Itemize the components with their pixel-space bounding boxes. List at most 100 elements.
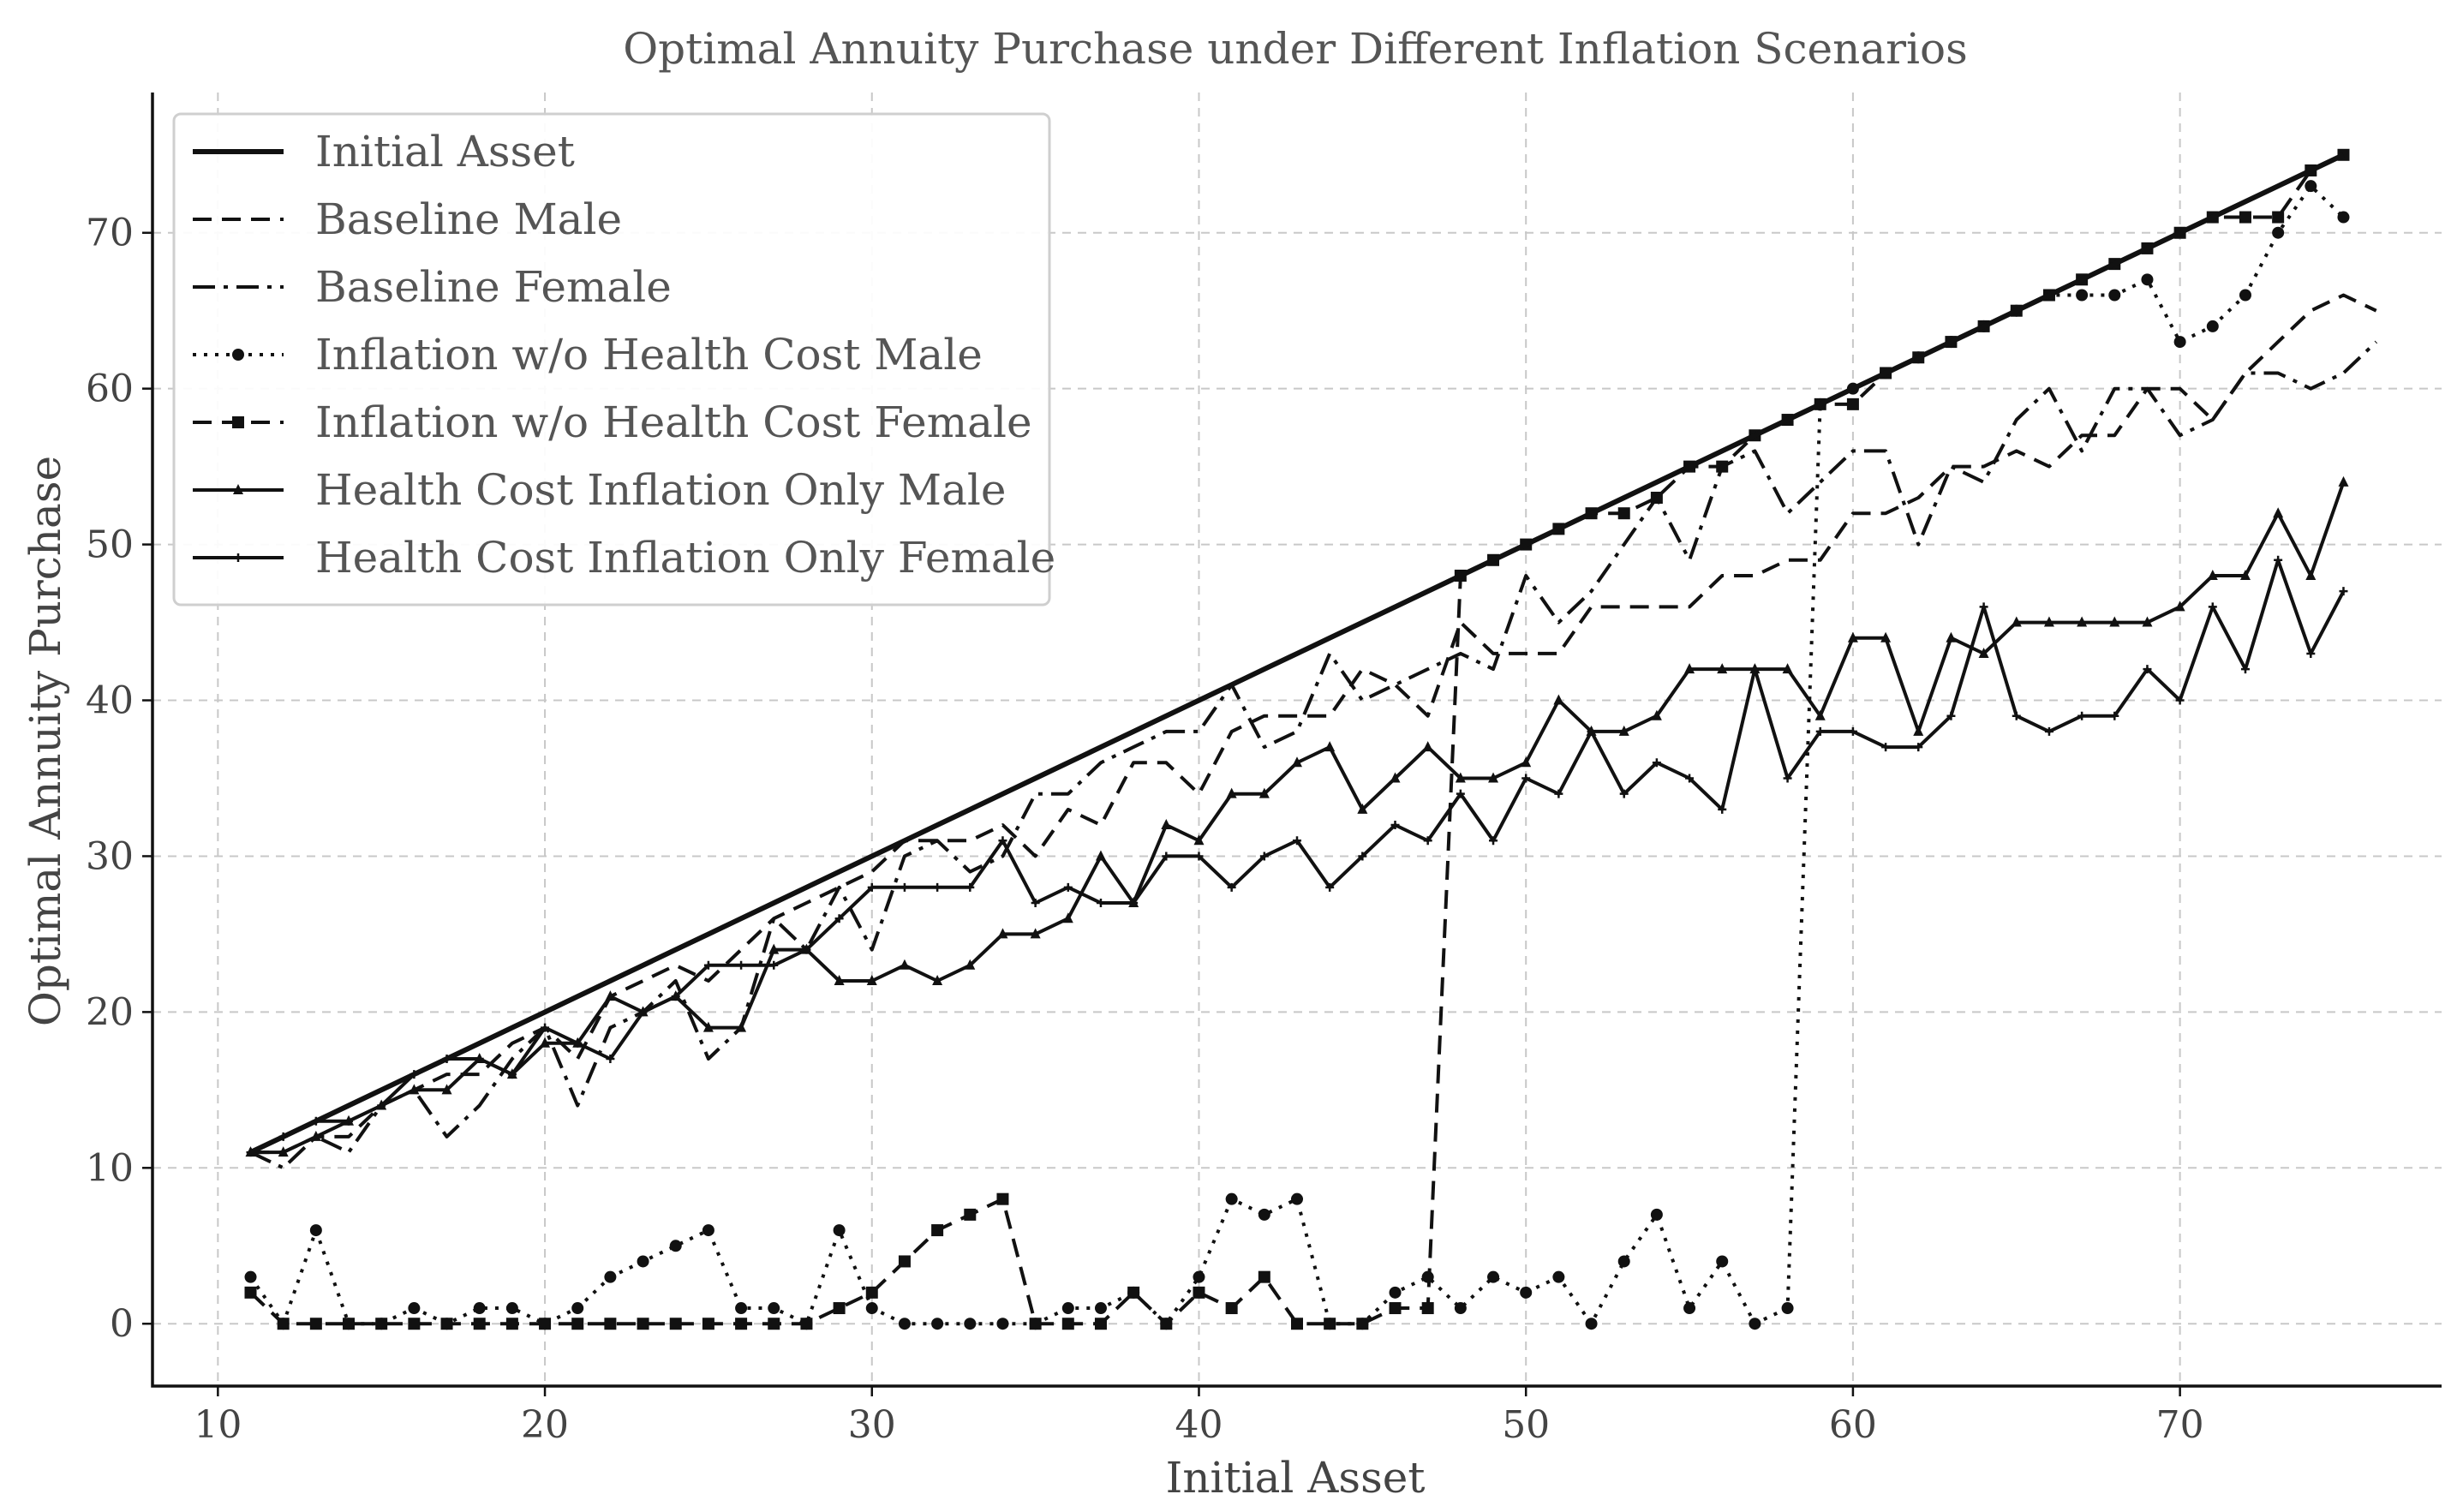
data-point — [801, 943, 812, 954]
data-point — [2110, 711, 2119, 720]
data-point — [408, 1302, 421, 1315]
data-point — [1128, 897, 1139, 908]
data-point — [2338, 475, 2349, 487]
data-point — [898, 1255, 911, 1268]
data-point — [505, 1318, 518, 1330]
data-point — [735, 1302, 748, 1315]
data-point — [473, 1302, 486, 1315]
data-point — [1652, 758, 1661, 768]
data-point — [865, 1302, 878, 1315]
data-point — [1749, 1318, 1761, 1330]
data-point — [1454, 1302, 1467, 1315]
data-point — [1814, 709, 1826, 720]
data-point — [1978, 647, 1989, 658]
data-point — [1685, 774, 1695, 783]
data-point — [996, 1192, 1009, 1205]
data-point — [1031, 899, 1040, 908]
series-3 — [244, 180, 2350, 1330]
series-line — [249, 340, 2378, 1170]
data-point — [1259, 852, 1269, 861]
data-point — [1061, 1302, 1074, 1315]
data-point — [2108, 289, 2121, 302]
data-point — [441, 1084, 452, 1095]
data-point — [2306, 648, 2316, 658]
data-point — [1880, 631, 1892, 642]
data-point — [1848, 726, 1857, 736]
legend-marker — [232, 416, 244, 428]
data-point — [2011, 616, 2022, 627]
data-point — [1815, 726, 1825, 736]
x-axis-title: Initial Asset — [1166, 1453, 1426, 1503]
data-point — [1357, 803, 1368, 814]
data-point — [571, 1302, 584, 1315]
data-point — [2273, 507, 2284, 518]
data-point — [1193, 1270, 1205, 1283]
data-point — [572, 1037, 583, 1048]
y-axis-title: Optimal Annuity Purchase — [21, 456, 70, 1026]
data-point — [540, 1037, 551, 1048]
data-point — [1618, 725, 1629, 736]
data-point — [1162, 852, 1171, 861]
data-point — [2240, 665, 2250, 674]
data-point — [1913, 725, 1924, 736]
data-point — [1325, 882, 1335, 892]
data-point — [2044, 726, 2053, 736]
axes — [151, 93, 2442, 1388]
data-point — [1258, 1208, 1270, 1221]
data-point — [1226, 787, 1237, 798]
data-point — [2239, 211, 2251, 224]
y-tick-label: 30 — [86, 834, 134, 878]
data-point — [1651, 709, 1662, 720]
y-tick-label: 50 — [86, 523, 134, 567]
legend-item: Baseline Male — [193, 194, 622, 244]
data-point — [344, 1115, 355, 1126]
legend-box — [172, 112, 1051, 607]
x-tick-label: 30 — [848, 1403, 896, 1447]
legend-label: Health Cost Inflation Only Female — [315, 533, 1055, 583]
data-point — [768, 1318, 780, 1330]
data-point — [1389, 1302, 1402, 1315]
y-axis-ticks: 0 10 20 30 40 50 60 70 — [86, 212, 152, 1346]
data-point — [1324, 741, 1336, 752]
data-point — [1292, 756, 1302, 768]
data-point — [1716, 1255, 1729, 1268]
y-tick-label: 40 — [86, 679, 134, 723]
data-point — [702, 1318, 714, 1330]
data-point — [1946, 631, 1957, 642]
data-point — [1521, 774, 1531, 783]
legend-marker — [233, 484, 243, 494]
data-point — [2142, 616, 2153, 627]
data-point — [1617, 507, 1630, 520]
y-tick-label: 60 — [86, 368, 134, 411]
legend-label: Inflation w/o Health Cost Female — [315, 397, 1032, 447]
data-point — [1291, 1318, 1303, 1330]
legend-item: Initial Asset — [193, 127, 575, 176]
data-point — [833, 1302, 846, 1315]
data-point — [1227, 882, 1236, 892]
data-point — [309, 1318, 322, 1330]
data-point — [244, 1286, 257, 1299]
data-point — [965, 959, 976, 970]
data-point — [1291, 1192, 1303, 1205]
series-line — [250, 293, 2377, 1155]
data-point — [375, 1318, 388, 1330]
data-point — [1390, 821, 1400, 830]
data-point — [702, 1021, 714, 1032]
data-point — [2208, 602, 2217, 612]
data-point — [1847, 631, 1858, 642]
data-point — [606, 1054, 615, 1063]
data-point — [1914, 743, 1923, 752]
data-point — [1356, 1318, 1369, 1330]
data-point — [965, 882, 975, 892]
data-point — [1160, 1318, 1173, 1330]
data-point — [408, 1318, 421, 1330]
data-point — [1781, 1302, 1794, 1315]
series-layer — [244, 148, 2378, 1330]
data-point — [702, 1224, 714, 1237]
data-point — [244, 1270, 257, 1283]
data-point — [2076, 289, 2089, 302]
legend-item: Health Cost Inflation Only Male — [193, 465, 1007, 515]
y-tick-label: 20 — [86, 990, 134, 1034]
data-point — [1946, 711, 1956, 720]
legend-item: Inflation w/o Health Cost Female — [193, 397, 1032, 447]
